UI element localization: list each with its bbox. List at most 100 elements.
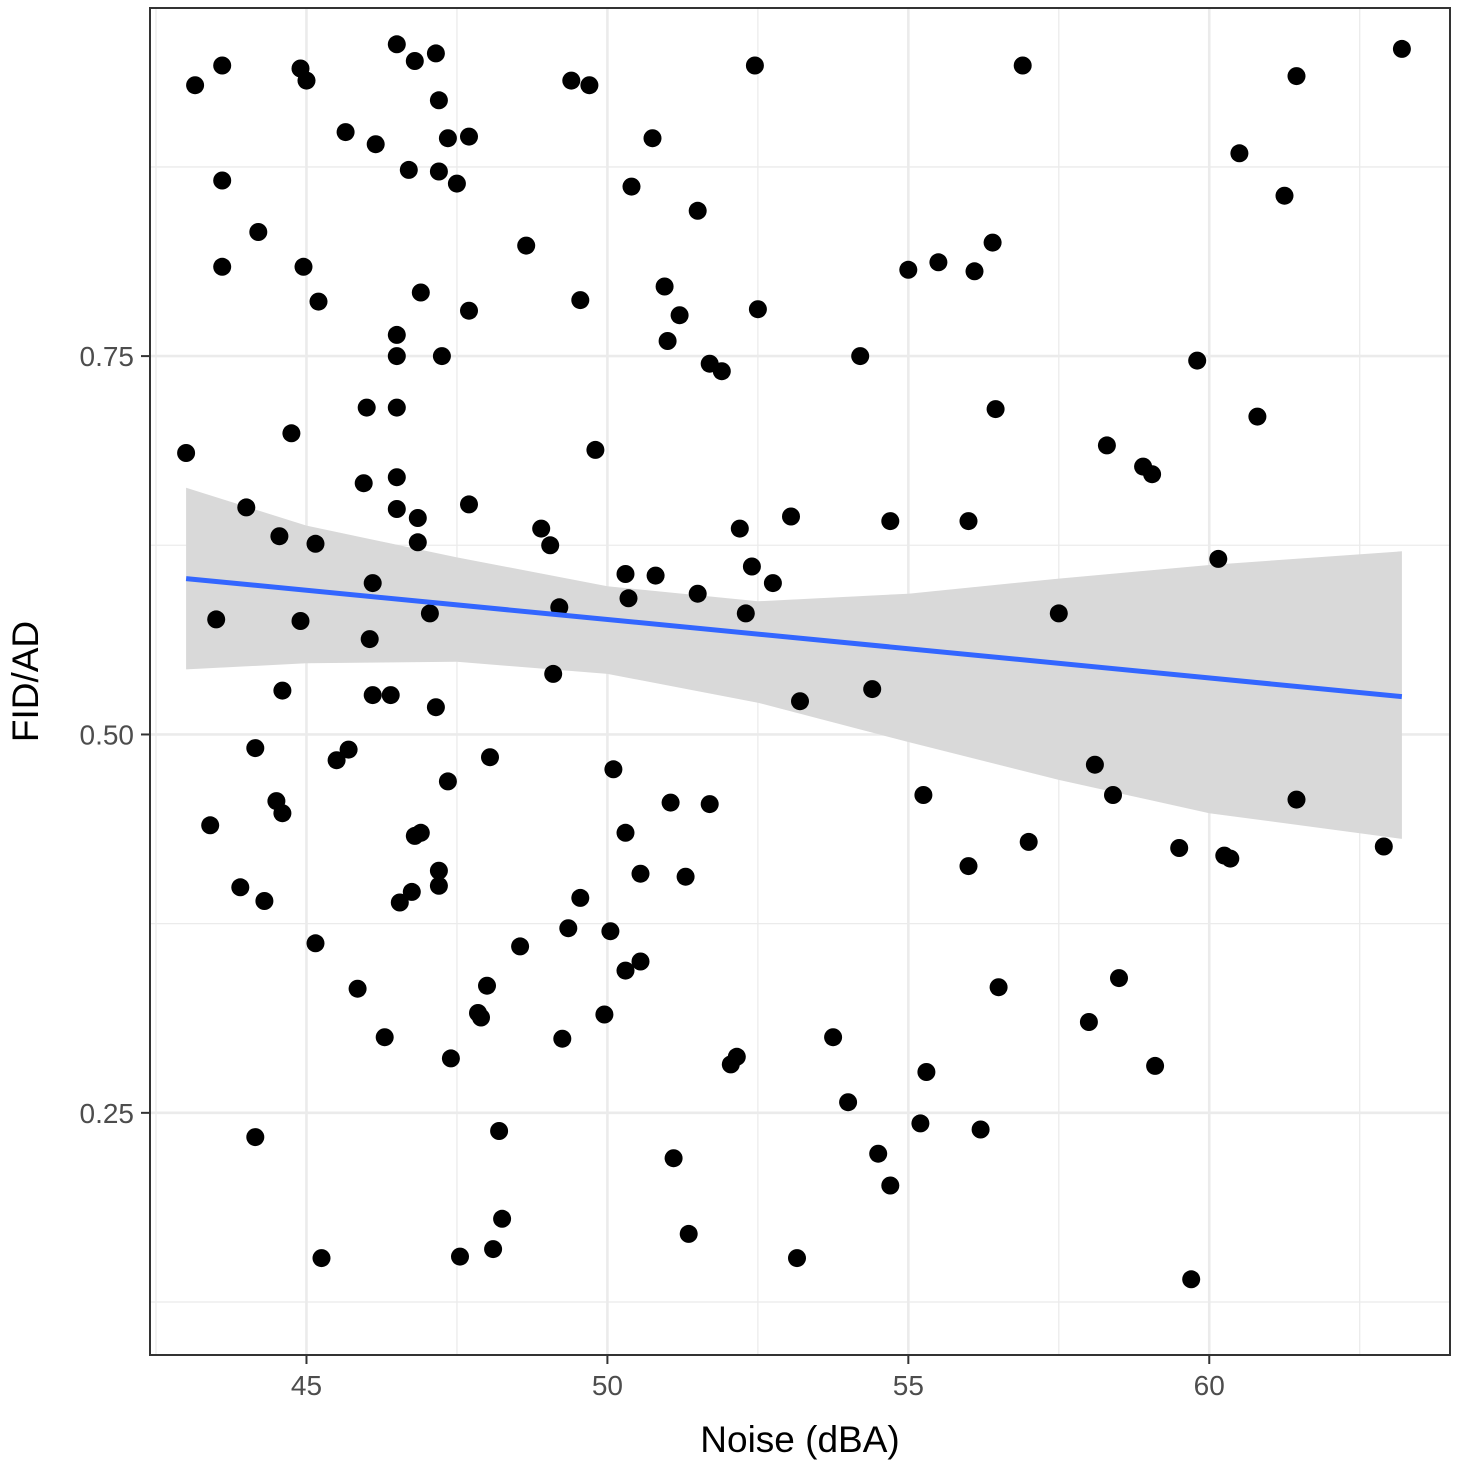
data-point	[863, 680, 882, 699]
data-point	[553, 1029, 572, 1048]
data-point	[851, 347, 870, 366]
data-point	[688, 201, 707, 220]
data-point	[911, 1114, 930, 1133]
data-point	[712, 362, 731, 381]
data-point	[1049, 604, 1068, 623]
data-point	[604, 760, 623, 779]
data-point	[616, 565, 635, 583]
x-tick-label: 55	[893, 1370, 924, 1401]
data-point	[541, 536, 560, 555]
data-point	[438, 772, 457, 791]
data-point	[929, 253, 948, 272]
data-point	[387, 325, 406, 344]
data-point	[432, 347, 451, 366]
data-point	[1146, 1056, 1165, 1075]
data-point	[411, 823, 430, 842]
data-point	[270, 527, 289, 546]
data-point	[748, 300, 767, 319]
data-point	[387, 468, 406, 487]
data-point	[426, 44, 445, 63]
data-point	[736, 604, 755, 623]
data-point	[839, 1093, 858, 1112]
data-point	[291, 612, 310, 630]
data-point	[402, 882, 421, 901]
data-point	[411, 283, 430, 302]
data-point	[986, 400, 1005, 419]
data-point	[1248, 407, 1267, 426]
data-point	[1275, 186, 1294, 205]
data-point	[1182, 1270, 1201, 1289]
data-point	[375, 1028, 394, 1047]
data-point	[387, 398, 406, 417]
data-point	[460, 495, 478, 514]
data-point	[881, 1176, 900, 1195]
data-point	[631, 864, 650, 883]
data-point	[255, 892, 274, 910]
y-axis-ticks: 0.25 0.50 0.75	[80, 341, 150, 1129]
data-point	[363, 686, 382, 705]
y-tick-label: 0.25	[80, 1098, 135, 1129]
data-point	[246, 739, 265, 758]
data-point	[339, 740, 358, 759]
data-point	[959, 857, 978, 876]
data-point	[788, 1249, 806, 1268]
data-point	[971, 1120, 990, 1139]
data-point	[1019, 832, 1038, 851]
data-point	[213, 257, 232, 276]
data-point	[213, 56, 232, 75]
data-point	[655, 277, 674, 296]
data-point	[460, 127, 478, 146]
data-point	[763, 574, 782, 593]
data-point	[201, 816, 220, 835]
x-tick-label: 60	[1194, 1370, 1225, 1401]
data-point	[420, 604, 439, 623]
data-point	[429, 861, 448, 880]
data-point	[601, 922, 620, 941]
data-point	[213, 171, 232, 190]
data-point	[616, 823, 635, 842]
data-point	[742, 557, 761, 576]
data-point	[670, 306, 689, 325]
data-point	[571, 888, 590, 907]
data-point	[207, 610, 226, 629]
data-point	[246, 1128, 265, 1147]
data-point	[1079, 1013, 1098, 1031]
data-point	[484, 1240, 503, 1259]
y-tick-label: 0.75	[80, 341, 135, 372]
points-layer	[177, 35, 1411, 1289]
data-point	[405, 52, 424, 70]
data-point	[478, 976, 496, 995]
data-point	[511, 937, 530, 956]
data-point	[237, 498, 256, 517]
data-point	[363, 574, 382, 593]
data-point	[306, 934, 325, 953]
data-point	[460, 301, 478, 320]
data-point	[622, 177, 641, 196]
data-point	[1287, 67, 1306, 86]
data-point	[1230, 144, 1249, 163]
data-point	[869, 1144, 888, 1163]
panel-border	[149, 7, 1451, 1356]
data-point	[965, 262, 984, 281]
data-point	[824, 1028, 843, 1047]
data-point	[595, 1005, 614, 1024]
data-point	[1170, 839, 1189, 857]
data-point	[745, 56, 764, 75]
data-point	[357, 398, 376, 417]
data-point	[309, 292, 328, 311]
data-point	[914, 786, 933, 804]
data-point	[791, 692, 809, 711]
data-point	[1374, 837, 1393, 856]
data-point	[360, 630, 379, 649]
data-point	[664, 1149, 683, 1168]
data-point	[387, 35, 406, 54]
fit-line-layer	[185, 576, 1403, 700]
data-point	[532, 519, 551, 538]
data-point	[782, 507, 800, 526]
data-point	[550, 598, 569, 617]
data-point	[1104, 786, 1122, 804]
data-point	[441, 1049, 460, 1068]
data-point	[1143, 465, 1162, 484]
data-point	[312, 1249, 331, 1268]
data-point	[700, 795, 719, 814]
